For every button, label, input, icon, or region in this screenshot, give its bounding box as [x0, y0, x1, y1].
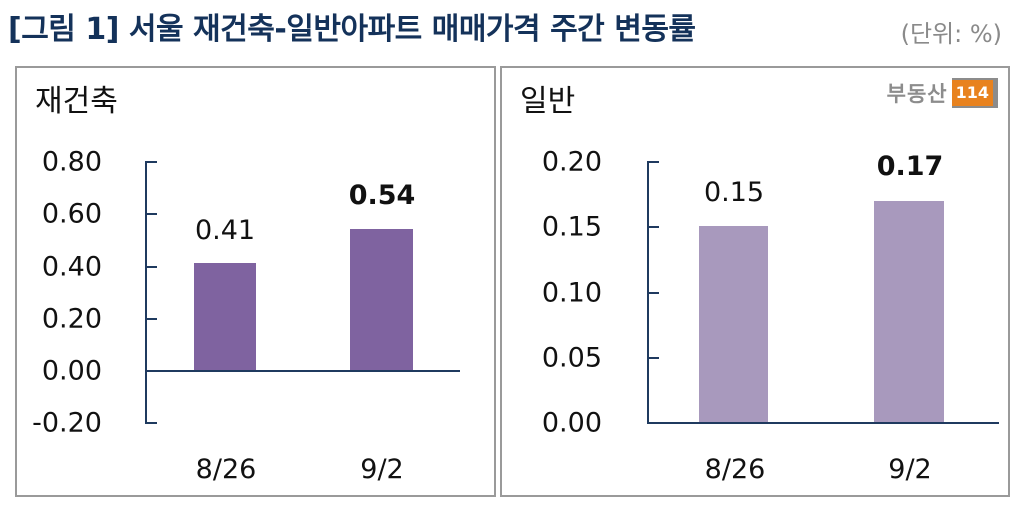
ytick-label: 0.20 — [541, 146, 602, 178]
x-label: 9/2 — [888, 454, 932, 485]
ytick-label: 0.80 — [41, 146, 102, 178]
ytick-label: 0.10 — [541, 277, 602, 309]
x-label: 8/26 — [195, 454, 257, 485]
logo-box: 114 — [951, 78, 998, 108]
y-tick — [145, 318, 157, 320]
logo-text: 부동산 — [886, 82, 948, 106]
ytick-label: -0.20 — [32, 407, 102, 439]
ytick-label: 0.20 — [41, 303, 102, 335]
ytick-label: 0.05 — [541, 342, 602, 374]
bar-9-2 — [874, 201, 944, 422]
x-axis-zero-line — [145, 370, 460, 372]
brand-logo: 부동산 114 — [887, 78, 998, 108]
chart-panel-general: 일반 부동산 114 0.20 0.15 0.10 0.05 0.00 0.15… — [500, 66, 1010, 497]
y-tick — [145, 161, 157, 163]
panel-title-rebuild: 재건축 — [35, 84, 118, 119]
bar-8-26 — [194, 263, 256, 370]
x-label: 8/26 — [704, 454, 766, 485]
y-tick — [145, 422, 157, 424]
value-label-highlight: 0.54 — [348, 180, 416, 211]
y-tick — [647, 161, 659, 163]
ytick-label: 0.15 — [541, 211, 602, 243]
value-label-highlight: 0.17 — [876, 151, 944, 182]
y-tick — [145, 266, 157, 268]
figure-title: [그림 1] 서울 재건축-일반아파트 매매가격 주간 변동률 — [8, 12, 696, 47]
chart-panel-rebuild: 재건축 0.80 0.60 0.40 0.20 0.00 -0.20 0.41 … — [15, 66, 496, 497]
value-label: 0.41 — [194, 215, 256, 246]
bar-9-2 — [350, 229, 413, 370]
ytick-label: 0.00 — [541, 407, 602, 439]
y-tick — [647, 292, 659, 294]
ytick-label: 0.60 — [41, 198, 102, 230]
x-axis-zero-line — [647, 422, 999, 424]
y-tick — [145, 213, 157, 215]
y-axis — [145, 161, 147, 424]
y-tick — [647, 357, 659, 359]
panel-title-general: 일반 — [520, 84, 576, 119]
unit-label: (단위: %) — [900, 20, 1002, 48]
value-label: 0.15 — [703, 177, 765, 208]
bar-8-26 — [699, 226, 768, 422]
x-label: 9/2 — [360, 454, 404, 485]
ytick-label: 0.00 — [41, 355, 102, 387]
ytick-label: 0.40 — [41, 251, 102, 283]
y-tick — [647, 226, 659, 228]
